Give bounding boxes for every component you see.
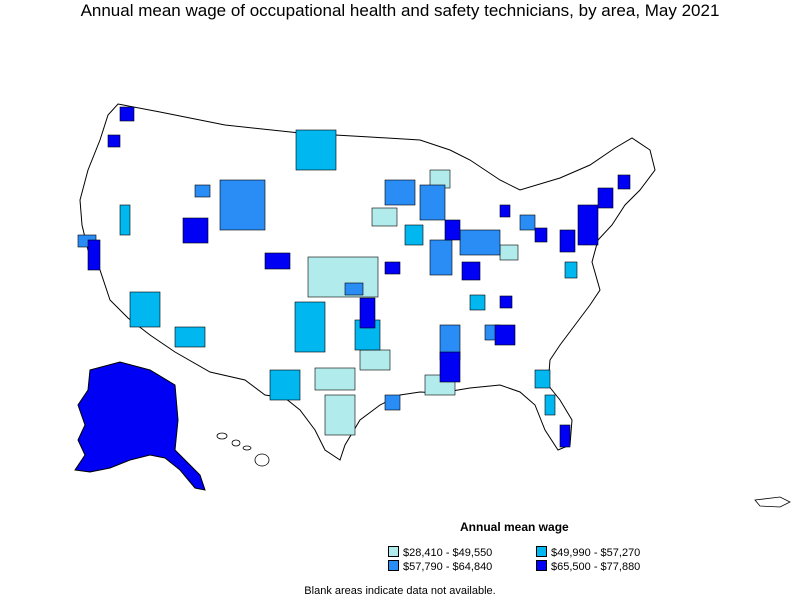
alaska-outline [74,361,206,491]
legend-swatch-tier-4 [536,560,547,571]
areas-57790-64840 [77,179,536,411]
puerto-rico-outline [754,496,791,508]
legend-label-tier-1: $28,410 - $49,550 [403,547,493,559]
footnote: Blank areas indicate data not available. [304,585,496,597]
legend-label-tier-4: $65,500 - $77,880 [551,561,641,573]
map-title: Annual mean wage of occupational health … [80,1,720,20]
legend-swatch-tier-3 [388,560,399,571]
areas-49990-57270 [119,129,578,416]
legend-label-tier-2: $49,990 - $57,270 [551,547,641,559]
legend-swatch-tier-1 [388,546,399,557]
legend-item-tier-4: $65,500 - $77,880 [536,560,640,573]
legend-item-tier-3: $57,790 - $64,840 [388,560,492,573]
legend-item-tier-1: $28,410 - $49,550 [388,546,492,559]
legend-title: Annual mean wage [460,520,569,534]
hawaii-islands [216,432,270,467]
legend-label-tier-3: $57,790 - $64,840 [403,561,493,573]
legend-item-tier-2: $49,990 - $57,270 [536,546,640,559]
areas-65500-77880 [87,106,631,448]
shaded-areas [77,106,631,448]
legend-swatch-tier-2 [536,546,547,557]
